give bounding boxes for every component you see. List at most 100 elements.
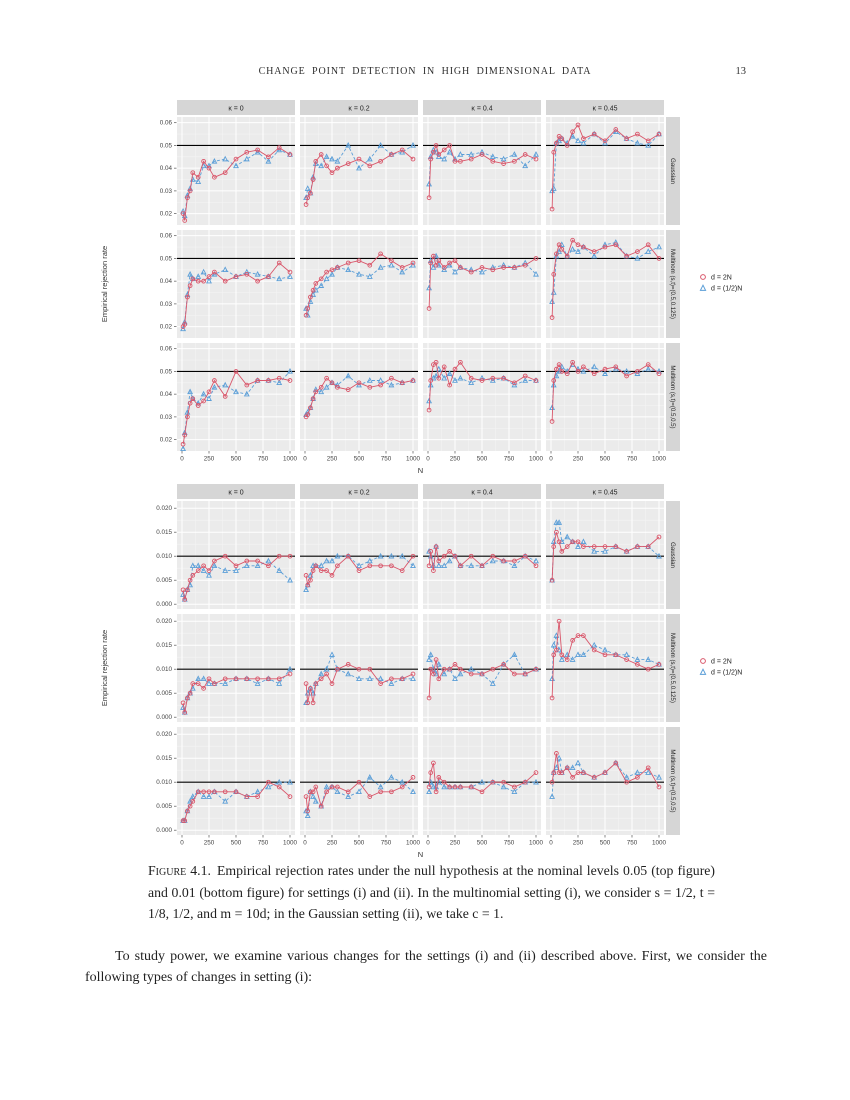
y-tick-label: 0.06 xyxy=(160,233,173,240)
series-line-d-2N xyxy=(428,546,537,571)
marker-triangle xyxy=(303,194,310,200)
marker-circle xyxy=(313,389,319,395)
running-head-title: CHANGE POINT DETECTION IN HIGH DIMENSION… xyxy=(258,66,592,77)
marker-circle xyxy=(591,544,597,549)
marker-circle xyxy=(431,671,436,677)
x-tick-label: 750 xyxy=(627,840,638,847)
y-tick-label: 0.02 xyxy=(160,324,173,331)
marker-circle xyxy=(187,577,193,583)
marker-circle xyxy=(512,158,517,164)
marker-triangle xyxy=(312,798,319,804)
marker-triangle xyxy=(591,363,598,370)
marker-triangle xyxy=(206,793,212,799)
marker-circle xyxy=(190,681,196,686)
marker-triangle xyxy=(195,273,202,279)
marker-circle xyxy=(635,131,640,137)
marker-circle xyxy=(501,265,506,270)
row-facet-label: Multinom (s,t)=(0.5,0.125) xyxy=(669,633,676,703)
x-tick-label: 1000 xyxy=(406,840,421,847)
marker-circle xyxy=(581,364,586,370)
marker-circle xyxy=(635,249,640,254)
marker-triangle xyxy=(222,680,229,686)
marker-triangle xyxy=(479,268,485,275)
marker-circle xyxy=(410,775,416,780)
marker-circle xyxy=(575,122,581,128)
x-tick-label: 1000 xyxy=(283,840,298,847)
y-axis-title: Empirical rejection rate xyxy=(100,246,109,322)
marker-triangle xyxy=(287,778,293,785)
marker-triangle xyxy=(575,137,581,144)
marker-triangle xyxy=(366,675,373,682)
marker-triangle xyxy=(645,248,652,254)
marker-circle xyxy=(452,366,458,372)
marker-circle xyxy=(570,539,575,545)
marker-circle xyxy=(180,211,186,216)
marker-circle xyxy=(389,563,394,569)
marker-triangle xyxy=(602,548,608,554)
marker-circle xyxy=(180,441,186,447)
marker-circle xyxy=(551,149,557,155)
marker-triangle xyxy=(287,368,293,374)
marker-circle xyxy=(329,380,335,386)
marker-circle xyxy=(624,253,629,259)
marker-triangle xyxy=(329,557,335,564)
marker-triangle xyxy=(468,379,475,386)
marker-circle xyxy=(233,676,239,682)
marker-circle xyxy=(222,394,228,399)
marker-triangle xyxy=(511,151,518,157)
marker-triangle xyxy=(318,562,325,569)
marker-circle xyxy=(441,666,447,672)
marker-triangle xyxy=(569,245,576,252)
marker-circle xyxy=(554,751,559,756)
y-tick-label: 0.02 xyxy=(160,437,173,444)
marker-triangle xyxy=(345,793,352,799)
marker-circle xyxy=(468,784,474,790)
marker-triangle xyxy=(441,783,448,790)
marker-circle xyxy=(345,662,351,667)
marker-circle xyxy=(308,577,313,583)
marker-circle xyxy=(559,246,565,252)
marker-circle xyxy=(645,362,651,367)
marker-circle xyxy=(305,306,311,311)
marker-circle xyxy=(182,218,188,223)
marker-triangle xyxy=(426,180,433,187)
marker-triangle xyxy=(323,153,330,160)
marker-triangle xyxy=(366,155,373,162)
marker-circle xyxy=(201,563,206,569)
x-tick-label: 1000 xyxy=(283,456,298,463)
marker-circle xyxy=(575,369,581,374)
x-tick-label: 250 xyxy=(327,456,338,463)
marker-circle xyxy=(428,666,434,672)
marker-circle xyxy=(428,770,434,775)
marker-circle xyxy=(356,258,362,264)
marker-triangle xyxy=(433,372,440,379)
marker-triangle xyxy=(303,305,310,311)
marker-circle xyxy=(318,276,324,282)
marker-triangle xyxy=(304,185,311,191)
marker-triangle xyxy=(533,151,539,157)
col-facet-label: κ = 0.2 xyxy=(348,106,369,113)
row-facet-strip xyxy=(666,230,680,338)
x-tick-label: 750 xyxy=(381,456,392,463)
marker-circle xyxy=(201,278,206,284)
marker-triangle xyxy=(222,381,229,388)
marker-circle xyxy=(310,789,316,795)
marker-circle xyxy=(367,262,373,268)
marker-circle xyxy=(222,676,228,682)
marker-circle xyxy=(635,662,640,667)
marker-triangle xyxy=(623,651,630,658)
marker-triangle xyxy=(377,675,384,682)
marker-circle xyxy=(305,808,311,814)
y-tick-label: 0.020 xyxy=(156,618,172,625)
marker-triangle xyxy=(602,370,608,376)
marker-circle xyxy=(201,686,206,691)
marker-circle xyxy=(624,779,629,785)
marker-circle xyxy=(195,681,201,686)
marker-circle xyxy=(533,770,539,775)
series-line-d-2N xyxy=(182,147,291,221)
marker-circle xyxy=(367,666,373,672)
marker-circle xyxy=(310,287,316,293)
marker-circle xyxy=(602,244,608,250)
marker-circle xyxy=(468,553,474,559)
marker-triangle xyxy=(334,157,341,164)
